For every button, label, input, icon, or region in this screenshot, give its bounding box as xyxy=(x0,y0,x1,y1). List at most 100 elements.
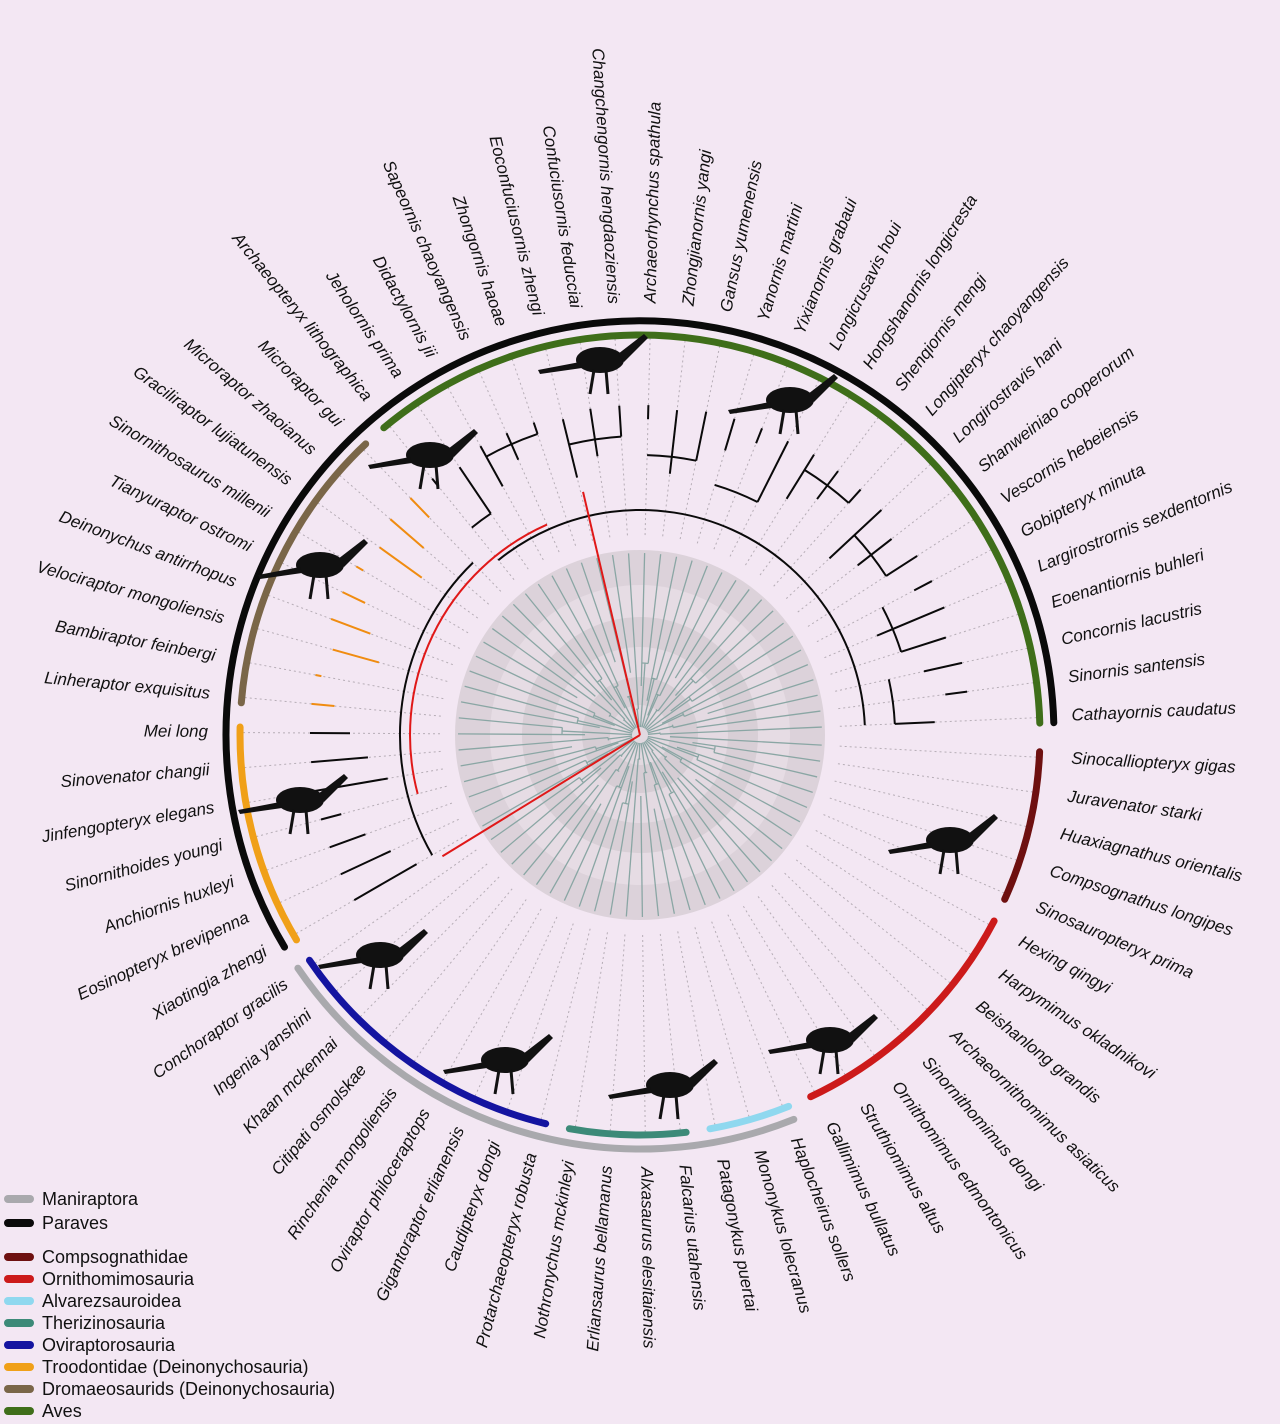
inner-tree xyxy=(457,553,822,917)
ornithomimid-silhouette xyxy=(768,1014,878,1075)
legend-swatch xyxy=(4,1253,34,1261)
taxon-label: Nothronychus mckinleyi xyxy=(530,1158,578,1339)
legend: Maniraptora Paraves Compsognathidae Ornitho… xyxy=(4,1188,424,1422)
inner-stem-58 xyxy=(643,741,673,794)
legend-label: Compsognathidae xyxy=(42,1246,189,1267)
inner-stem-10 xyxy=(643,709,658,729)
inner-join-12 xyxy=(656,693,661,697)
inner-stem-60 xyxy=(644,740,654,752)
inner-branch-9 xyxy=(674,599,763,697)
legend-item: Ornithomimosauria xyxy=(4,1268,194,1290)
taxon-label: Changchengornis hengdaoziensis xyxy=(588,48,623,305)
legend-swatch xyxy=(4,1275,34,1283)
taxon-label: Sinovenator changii xyxy=(60,760,212,791)
inner-branch-63 xyxy=(695,778,783,850)
legend-item: Aves xyxy=(4,1400,82,1422)
outer-branch-33 xyxy=(315,674,322,678)
outer-branch-13 xyxy=(755,428,763,444)
outer-branch-36 xyxy=(311,756,369,764)
leader-55 xyxy=(677,931,716,1128)
inner-branch-6 xyxy=(691,635,794,702)
leader-20 xyxy=(544,346,594,541)
inner-branch-67 xyxy=(676,746,813,794)
legend-swatch xyxy=(4,1407,34,1415)
outer-branch-11 xyxy=(785,454,815,500)
leader-38 xyxy=(253,785,447,838)
inner-branch-0 xyxy=(659,726,822,735)
clade-arc-maniraptora xyxy=(294,964,798,1153)
inner-branch-45 xyxy=(523,784,599,876)
outer-branch-27 xyxy=(389,518,425,549)
inner-stem-16 xyxy=(639,663,646,728)
inner-stem-26 xyxy=(623,719,635,730)
leader-41 xyxy=(293,834,468,936)
outer-branch-1 xyxy=(945,690,968,696)
taxon-label: Patagonykus puertai xyxy=(713,1157,761,1314)
inner-branch-65 xyxy=(661,746,801,823)
inner-stem-12 xyxy=(642,694,659,728)
leader-53 xyxy=(642,934,646,1135)
red-stem xyxy=(582,491,641,736)
inner-branch-54 xyxy=(643,772,660,917)
inner-branch-1 xyxy=(696,710,821,729)
leader-67 xyxy=(829,797,1020,862)
leader-62 xyxy=(784,872,930,1012)
leader-46 xyxy=(412,899,527,1065)
leader-51 xyxy=(574,932,608,1130)
leader-33 xyxy=(246,661,444,700)
inner-stem-50 xyxy=(624,742,639,804)
bird-silhouette-1 xyxy=(538,334,648,395)
inner-branch-57 xyxy=(649,761,706,906)
outer-branch-5 xyxy=(913,580,933,592)
aves-join-6 xyxy=(853,534,887,577)
outer-branch-6 xyxy=(885,555,918,577)
outer-branch-16 xyxy=(668,409,679,474)
aves-join-18 xyxy=(568,435,622,446)
leader-42 xyxy=(312,849,477,966)
inner-join-30 xyxy=(592,713,596,718)
inner-stem-32 xyxy=(577,719,633,734)
inner-join-22 xyxy=(613,685,619,689)
taxon-label: Falcarius utahensis xyxy=(675,1164,709,1312)
legend-swatch xyxy=(4,1297,34,1305)
inner-branch-13 xyxy=(647,565,708,716)
inner-stem-2 xyxy=(647,725,673,734)
inner-branch-37 xyxy=(460,746,573,767)
legend-swatch xyxy=(4,1341,34,1349)
inner-join-68 xyxy=(713,745,716,753)
inner-stem-4 xyxy=(646,713,684,733)
inner-stem-56 xyxy=(641,742,658,785)
inner-branch-7 xyxy=(670,622,784,712)
legend-label: Troodontidae (Deinonychosauria) xyxy=(42,1356,309,1377)
legend-swatch xyxy=(4,1385,34,1393)
leader-63 xyxy=(795,859,953,986)
inner-join-66 xyxy=(696,754,700,760)
outer-branch-29 xyxy=(355,565,364,572)
troodontid-silhouette xyxy=(238,774,348,835)
leader-34 xyxy=(241,696,441,717)
outer-branch-12 xyxy=(756,440,790,503)
legend-item: Compsognathidae xyxy=(4,1246,188,1268)
outer-branch-28 xyxy=(378,546,423,579)
inner-branch-21 xyxy=(580,562,616,663)
clade-arc-dromaeosaurids xyxy=(237,440,370,707)
inner-branch-27 xyxy=(501,615,596,697)
clade-arc-ornithomimosauria xyxy=(807,917,998,1101)
legend-item: Maniraptora xyxy=(4,1188,138,1210)
inner-branch-24 xyxy=(537,583,603,679)
taxon-label: Confuciusornis feducciai xyxy=(539,124,586,310)
clade-arcs xyxy=(222,317,1058,1153)
legend-swatch xyxy=(4,1219,34,1227)
inner-branch-2 xyxy=(673,694,818,729)
outer-branch-14 xyxy=(724,418,736,451)
outer-branch-7 xyxy=(857,538,893,567)
inner-branch-39 xyxy=(468,742,619,798)
inner-stem-44 xyxy=(620,740,636,757)
inner-join-62 xyxy=(664,755,668,759)
clade-arc-alvarezsauroidea xyxy=(706,1102,793,1133)
inner-join-2 xyxy=(671,724,674,728)
outer-branch-40 xyxy=(340,850,392,876)
taxon-label: Jinfengopteryx elegans xyxy=(39,798,216,847)
inner-stem-48 xyxy=(618,742,638,788)
